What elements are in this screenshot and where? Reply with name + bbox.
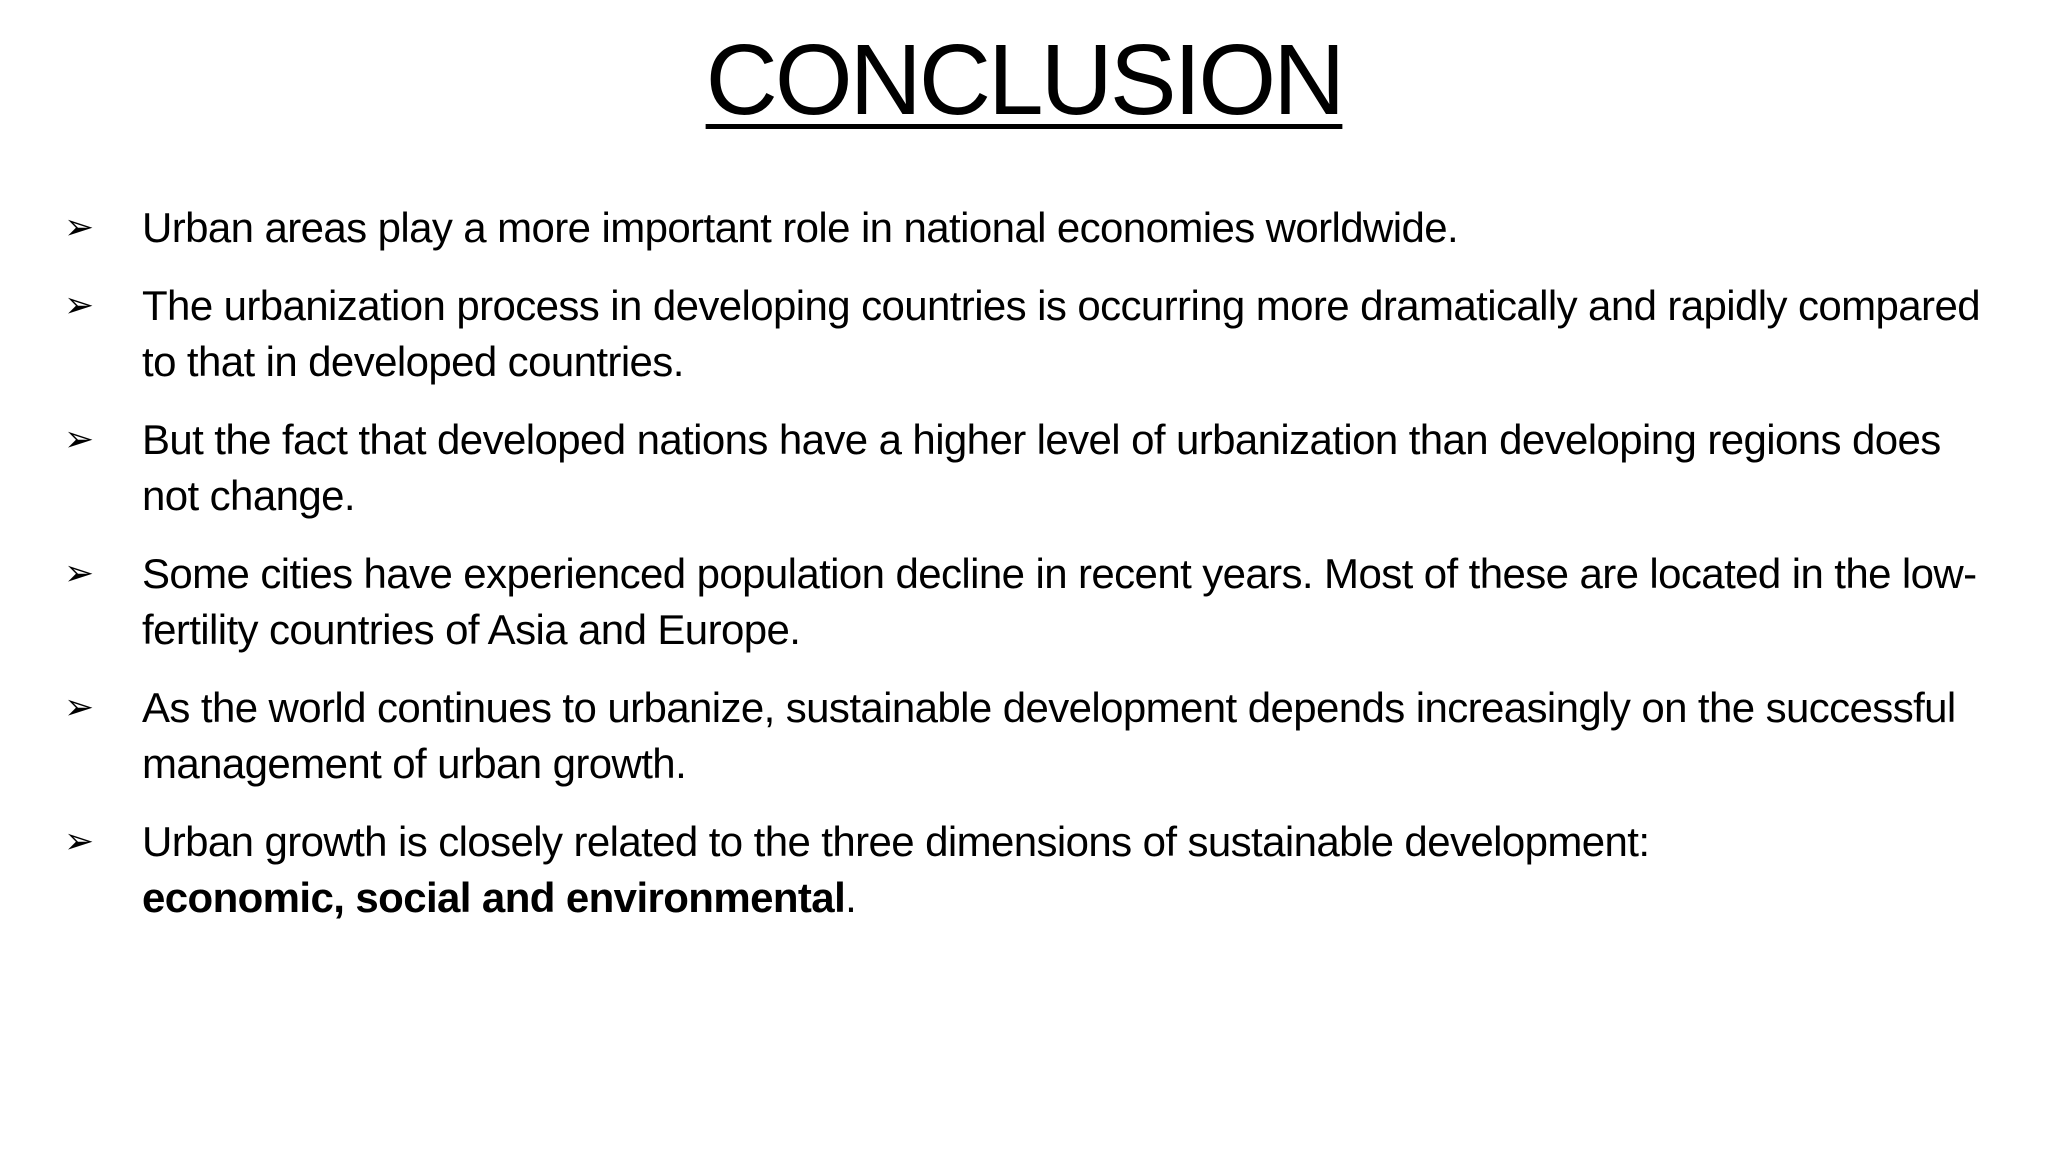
bullet-text: As the world continues to urbanize, sust… bbox=[142, 684, 1956, 787]
bullet-list: ➢ Urban areas play a more important role… bbox=[64, 200, 1994, 948]
bullet-item: ➢ Urban areas play a more important role… bbox=[64, 200, 1994, 256]
bullet-text: Urban growth is closely related to the t… bbox=[142, 814, 1994, 926]
bullet-text: But the fact that developed nations have… bbox=[142, 416, 1941, 519]
bullet-item: ➢ Some cities have experienced populatio… bbox=[64, 546, 1994, 658]
bullet-text: Urban areas play a more important role i… bbox=[142, 204, 1459, 251]
arrowhead-bullet-icon: ➢ bbox=[64, 553, 95, 594]
bullet-text: The urbanization process in developing c… bbox=[142, 282, 1981, 385]
bullet-text: Some cities have experienced population … bbox=[142, 550, 1977, 653]
bullet-text-emphasis: economic, social and environmental bbox=[142, 874, 846, 921]
bullet-item: ➢ As the world continues to urbanize, su… bbox=[64, 680, 1994, 792]
arrowhead-bullet-icon: ➢ bbox=[64, 687, 95, 728]
bullet-text-end: . bbox=[845, 874, 857, 921]
slide-title: CONCLUSION bbox=[705, 24, 1346, 136]
bullet-text-main: Urban growth is closely related to the t… bbox=[142, 818, 1650, 865]
arrowhead-bullet-icon: ➢ bbox=[64, 285, 95, 326]
bullet-item: ➢ Urban growth is closely related to the… bbox=[64, 814, 1994, 926]
arrowhead-bullet-icon: ➢ bbox=[64, 207, 95, 248]
arrowhead-bullet-icon: ➢ bbox=[64, 419, 95, 460]
arrowhead-bullet-icon: ➢ bbox=[64, 821, 95, 862]
bullet-item: ➢ But the fact that developed nations ha… bbox=[64, 412, 1994, 524]
bullet-item: ➢ The urbanization process in developing… bbox=[64, 278, 1994, 390]
